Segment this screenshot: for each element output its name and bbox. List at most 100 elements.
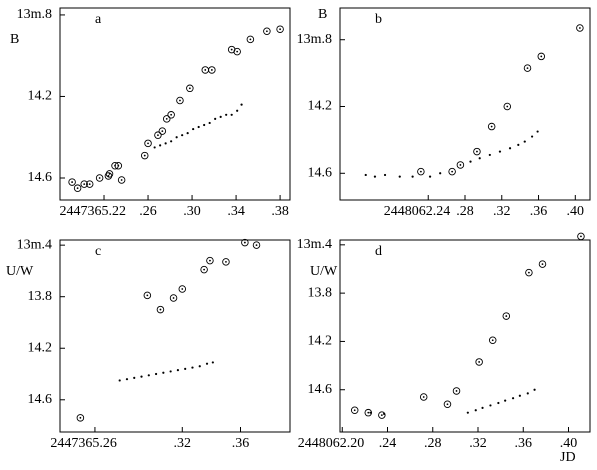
dot-point [488, 153, 491, 157]
circled-point [475, 358, 483, 366]
dot-point [191, 366, 194, 369]
circled-point [154, 131, 162, 139]
circled-point [68, 178, 76, 186]
circled-point-center [491, 339, 494, 342]
x-tick-label: .36 [232, 436, 250, 451]
dot-point [364, 173, 367, 177]
dot-point [205, 362, 209, 365]
circled-point [144, 139, 152, 148]
dot-point [192, 127, 195, 131]
circled-point-center [172, 297, 175, 299]
dot-point [203, 123, 206, 127]
circled-point [76, 414, 85, 422]
circled-point [252, 241, 261, 249]
circled-point [276, 25, 284, 33]
y-tick-label: 13.8 [28, 289, 53, 304]
plot-frame [339, 7, 591, 201]
circled-point [537, 52, 546, 61]
circled-point [167, 111, 175, 119]
circled-point-center [146, 294, 149, 297]
circled-point-center [578, 27, 581, 29]
dot-point [478, 157, 481, 160]
dot-point [175, 136, 178, 139]
circled-point-center [159, 308, 162, 311]
x-tick-label: .30 [183, 204, 201, 219]
x-tick-label: 2447365.22 [60, 204, 127, 219]
x-tick-label: .36 [530, 204, 548, 219]
dot-point [439, 172, 442, 175]
dot-point [236, 109, 239, 112]
y-tick-label: 14.2 [28, 89, 53, 104]
x-tick-label: .32 [469, 436, 487, 451]
circled-point-center [367, 411, 370, 414]
circled-point [158, 127, 167, 135]
circled-point [503, 102, 512, 111]
x-tick-label: .28 [424, 436, 442, 451]
circled-point [487, 122, 496, 131]
circled-point [350, 406, 359, 415]
circled-point [523, 64, 532, 72]
dot-point [154, 372, 158, 376]
circled-point-center [506, 105, 509, 108]
dot-point [523, 140, 526, 143]
dot-point [526, 392, 529, 395]
circled-point [73, 184, 82, 192]
dot-point [164, 142, 167, 145]
circled-point-center [71, 181, 74, 183]
circled-point-center [88, 183, 91, 186]
circled-point [233, 47, 241, 56]
y-tick-label: 13m.4 [297, 237, 332, 252]
circled-point-center [476, 150, 478, 153]
dot-point [170, 140, 173, 143]
dot-point [398, 175, 401, 178]
panel-label: a [95, 12, 102, 27]
circled-point [80, 180, 88, 188]
circled-point-center [526, 67, 529, 70]
x-tick-label: .32 [174, 436, 192, 451]
circled-point [417, 167, 425, 176]
dot-point [373, 175, 377, 178]
dot-point [230, 113, 233, 116]
dot-point [125, 378, 129, 381]
circled-point-center [455, 390, 458, 392]
circled-point [448, 167, 456, 176]
circled-point-center [255, 244, 258, 247]
dot-point [153, 146, 156, 149]
y-tick-label: 13m.8 [297, 32, 332, 47]
circled-point [117, 176, 126, 184]
circled-point-center [120, 179, 123, 181]
x-tick-label: .40 [567, 204, 585, 219]
dot-point [147, 374, 150, 377]
circled-point-center [157, 134, 159, 137]
circled-point [488, 336, 497, 344]
dot-point [518, 394, 521, 397]
circled-point [186, 84, 194, 93]
x-tick-label: 2447365.26 [50, 436, 117, 451]
dot-point [411, 175, 414, 178]
circled-point-center [143, 154, 146, 157]
circled-point [241, 238, 249, 247]
circled-point-center [117, 164, 120, 167]
circled-point [114, 162, 123, 170]
circled-point [419, 393, 428, 401]
y-tick-label: 13m.8 [17, 7, 52, 22]
dot-point [489, 404, 492, 407]
circled-point-center [265, 30, 268, 33]
circled-point-center [419, 170, 422, 173]
x-axis-label: JD [560, 450, 576, 465]
circled-point [263, 27, 271, 35]
plot-frame [339, 239, 591, 433]
circled-point-center [161, 130, 164, 133]
dot-point [498, 150, 502, 153]
circled-point-center [580, 235, 582, 238]
circled-point-center [108, 173, 111, 175]
dot-point [118, 379, 121, 382]
dot-point [198, 365, 201, 368]
y-tick-label: 14.2 [308, 99, 333, 114]
circled-point-center [210, 69, 213, 71]
circled-point-center [459, 164, 462, 166]
circled-point [208, 66, 216, 74]
dot-point [530, 135, 534, 138]
dot-point [533, 388, 536, 391]
